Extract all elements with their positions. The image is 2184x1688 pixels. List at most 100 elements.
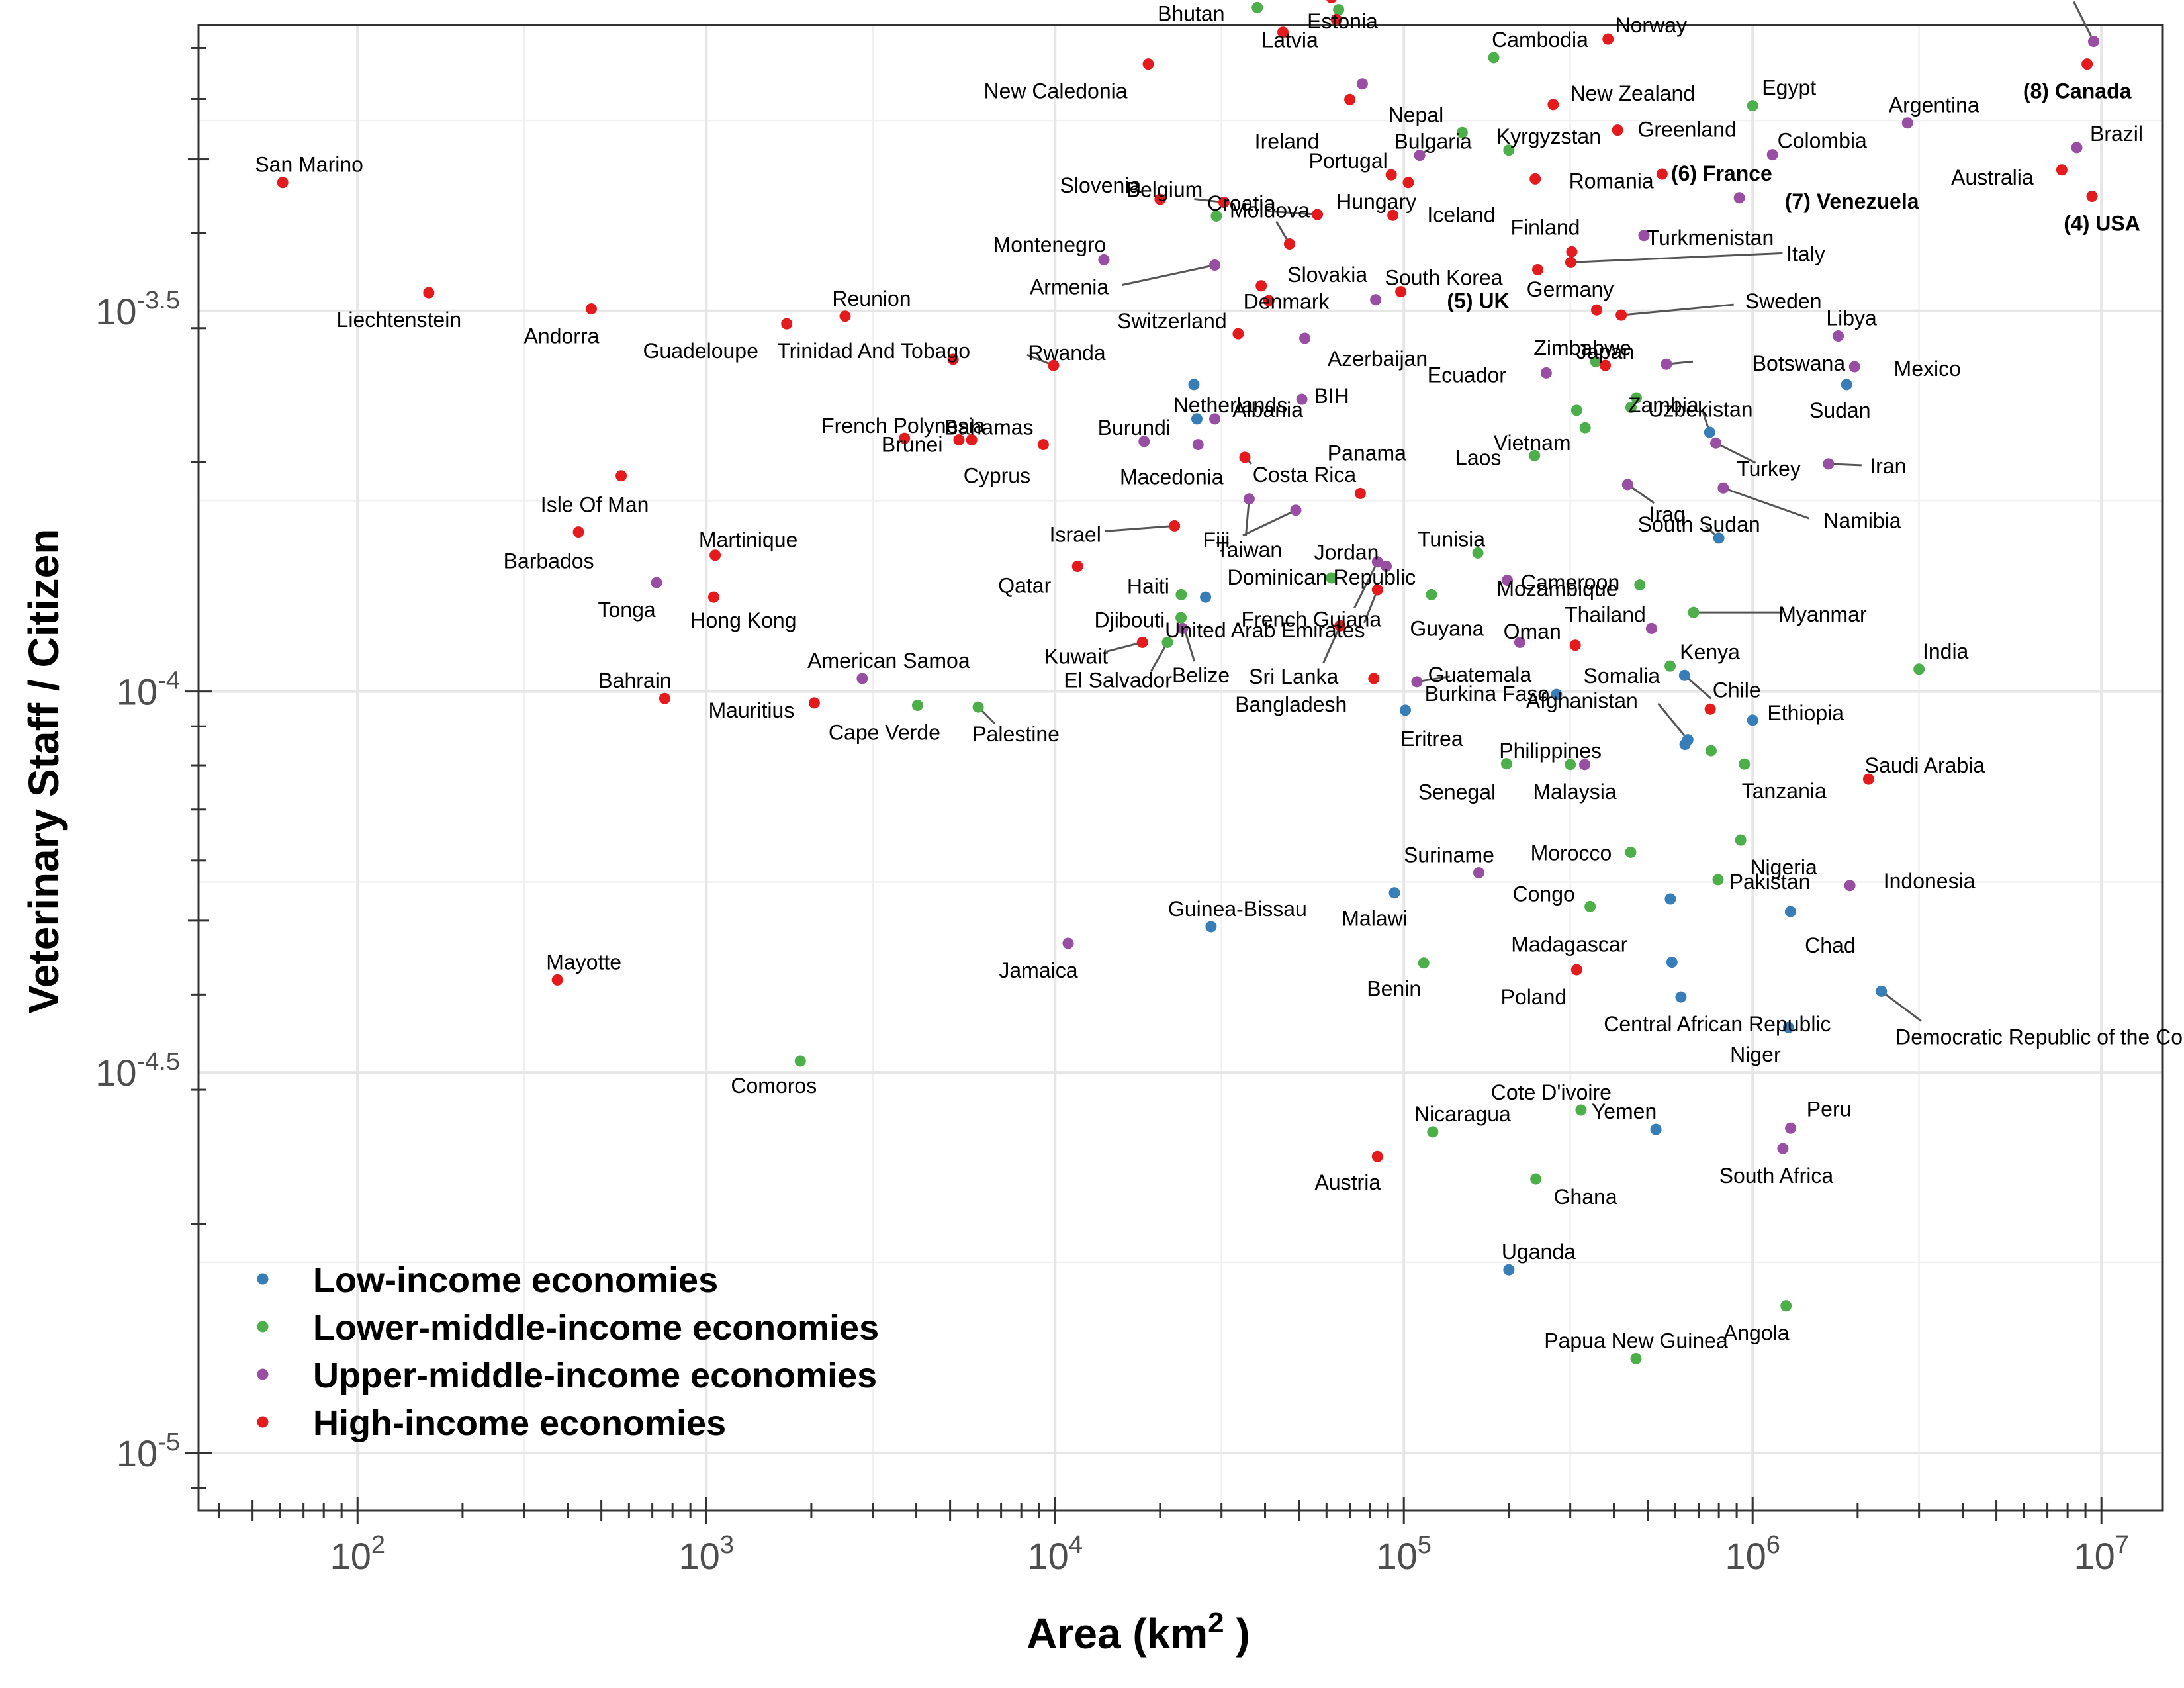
leader-line [1322,625,1342,663]
point-label: Mayotte [546,950,621,974]
data-point [1901,117,1913,129]
point-label: (5) UK [1447,289,1509,312]
point-label: Rwanda [1028,341,1106,365]
legend-label: Upper-middle-income economies [313,1356,877,1395]
data-point [1503,144,1515,156]
point-label: Hong Kong [690,608,796,632]
data-point [1502,574,1514,586]
data-point [1209,413,1221,425]
data-point [1688,606,1700,618]
point-label: Reunion [832,287,911,310]
point-label: Nigeria [1750,855,1817,879]
data-point [1136,636,1148,648]
leader-line [1657,702,1689,741]
data-point [1169,520,1181,532]
point-label: Peru [1807,1097,1852,1121]
leader-line [1244,498,1250,536]
axis-ticks [185,46,2103,1524]
data-point [707,591,719,603]
point-label: Trinidad And Tobago [777,339,970,363]
point-label: Benin [1367,977,1421,1001]
data-point [1579,422,1591,434]
point-label: Latvia [1261,28,1318,52]
point-label: (8) Canada [2023,79,2132,103]
point-label: Costa Rica [1253,463,1357,487]
point-label: Cambodia [1492,28,1588,52]
point-label: Bangladesh [1235,692,1347,716]
point-label: Croatia [1207,191,1275,215]
point-label: Belize [1172,663,1230,687]
point-label: (6) France [1671,162,1772,185]
data-point [1625,402,1637,414]
point-label: Chad [1805,933,1856,957]
data-point [1565,759,1576,771]
data-point [1862,773,1874,785]
point-label: Saudi Arabia [1865,753,1985,777]
data-point [1848,361,1860,373]
leader-line [1684,675,1712,700]
data-point [1381,561,1392,573]
data-point [1661,358,1672,370]
point-label: Afghanistan [1526,689,1638,713]
point-label: Comoros [731,1074,817,1098]
data-point [1388,887,1400,899]
data-point [1071,561,1083,573]
data-point [1344,93,1356,105]
y-axis-title: Veterinary Staff / Citizen [20,529,68,1014]
x-axis-title-sup: 2 [1208,1607,1224,1639]
point-label: Sudan [1809,399,1871,422]
data-point [1251,1,1263,13]
x-axis-title: Area (km2 ) [1026,1607,1250,1658]
data-point [1578,759,1590,771]
data-point [1333,4,1345,16]
point-label: Turkmenistan [1647,226,1774,250]
data-point [1766,149,1778,161]
label-leader-lines [978,1,2095,1022]
x-tick-label: 102 [330,1531,385,1577]
data-point [1200,591,1212,603]
data-point [1218,197,1230,209]
point-label: Bahamas [944,416,1033,440]
data-point [1192,439,1204,451]
data-point [1531,263,1543,275]
data-point [1602,33,1614,45]
point-label: Bulgaria [1394,130,1472,154]
data-point [1679,739,1691,751]
x-tick-label: 103 [679,1531,734,1577]
point-label: Burundi [1098,416,1171,440]
point-label: Brunei [882,433,943,457]
point-label: Guatemala [1428,663,1532,686]
data-point [1334,620,1346,632]
data-point [1540,367,1552,379]
data-point [1570,964,1582,976]
point-label: Eritrea [1400,727,1463,751]
y-tick-label: 10-3.5 [95,287,180,332]
data-point [572,526,584,538]
data-point [1205,921,1217,933]
data-point [277,177,289,189]
x-axis-title-suffix: ) [1224,1610,1250,1658]
point-label: Argentina [1889,93,1979,117]
point-label: Netherlands [1173,393,1288,417]
data-point [1154,193,1166,205]
data-point [1664,660,1676,672]
data-point [839,310,851,322]
data-point [1062,937,1074,949]
data-point [1735,834,1747,846]
x-tick-label: 107 [2073,1531,2128,1577]
point-label: Djibouti [1094,608,1165,632]
x-tick-label: 104 [1028,1531,1083,1577]
point-label: Tunisia [1418,527,1485,551]
point-label: Zambia [1628,393,1699,417]
point-label: Uganda [1502,1240,1576,1264]
point-label: Armenia [1030,275,1109,299]
data-point [1913,663,1925,675]
data-point [1780,1300,1792,1312]
data-point [1630,392,1642,404]
point-label: Bhutan [1158,1,1224,25]
point-label: Colombia [1778,129,1867,153]
data-point [2081,58,2093,70]
point-label: Bahrain [598,669,671,692]
legend-key [257,1321,269,1333]
point-label: Malawi [1342,907,1408,931]
